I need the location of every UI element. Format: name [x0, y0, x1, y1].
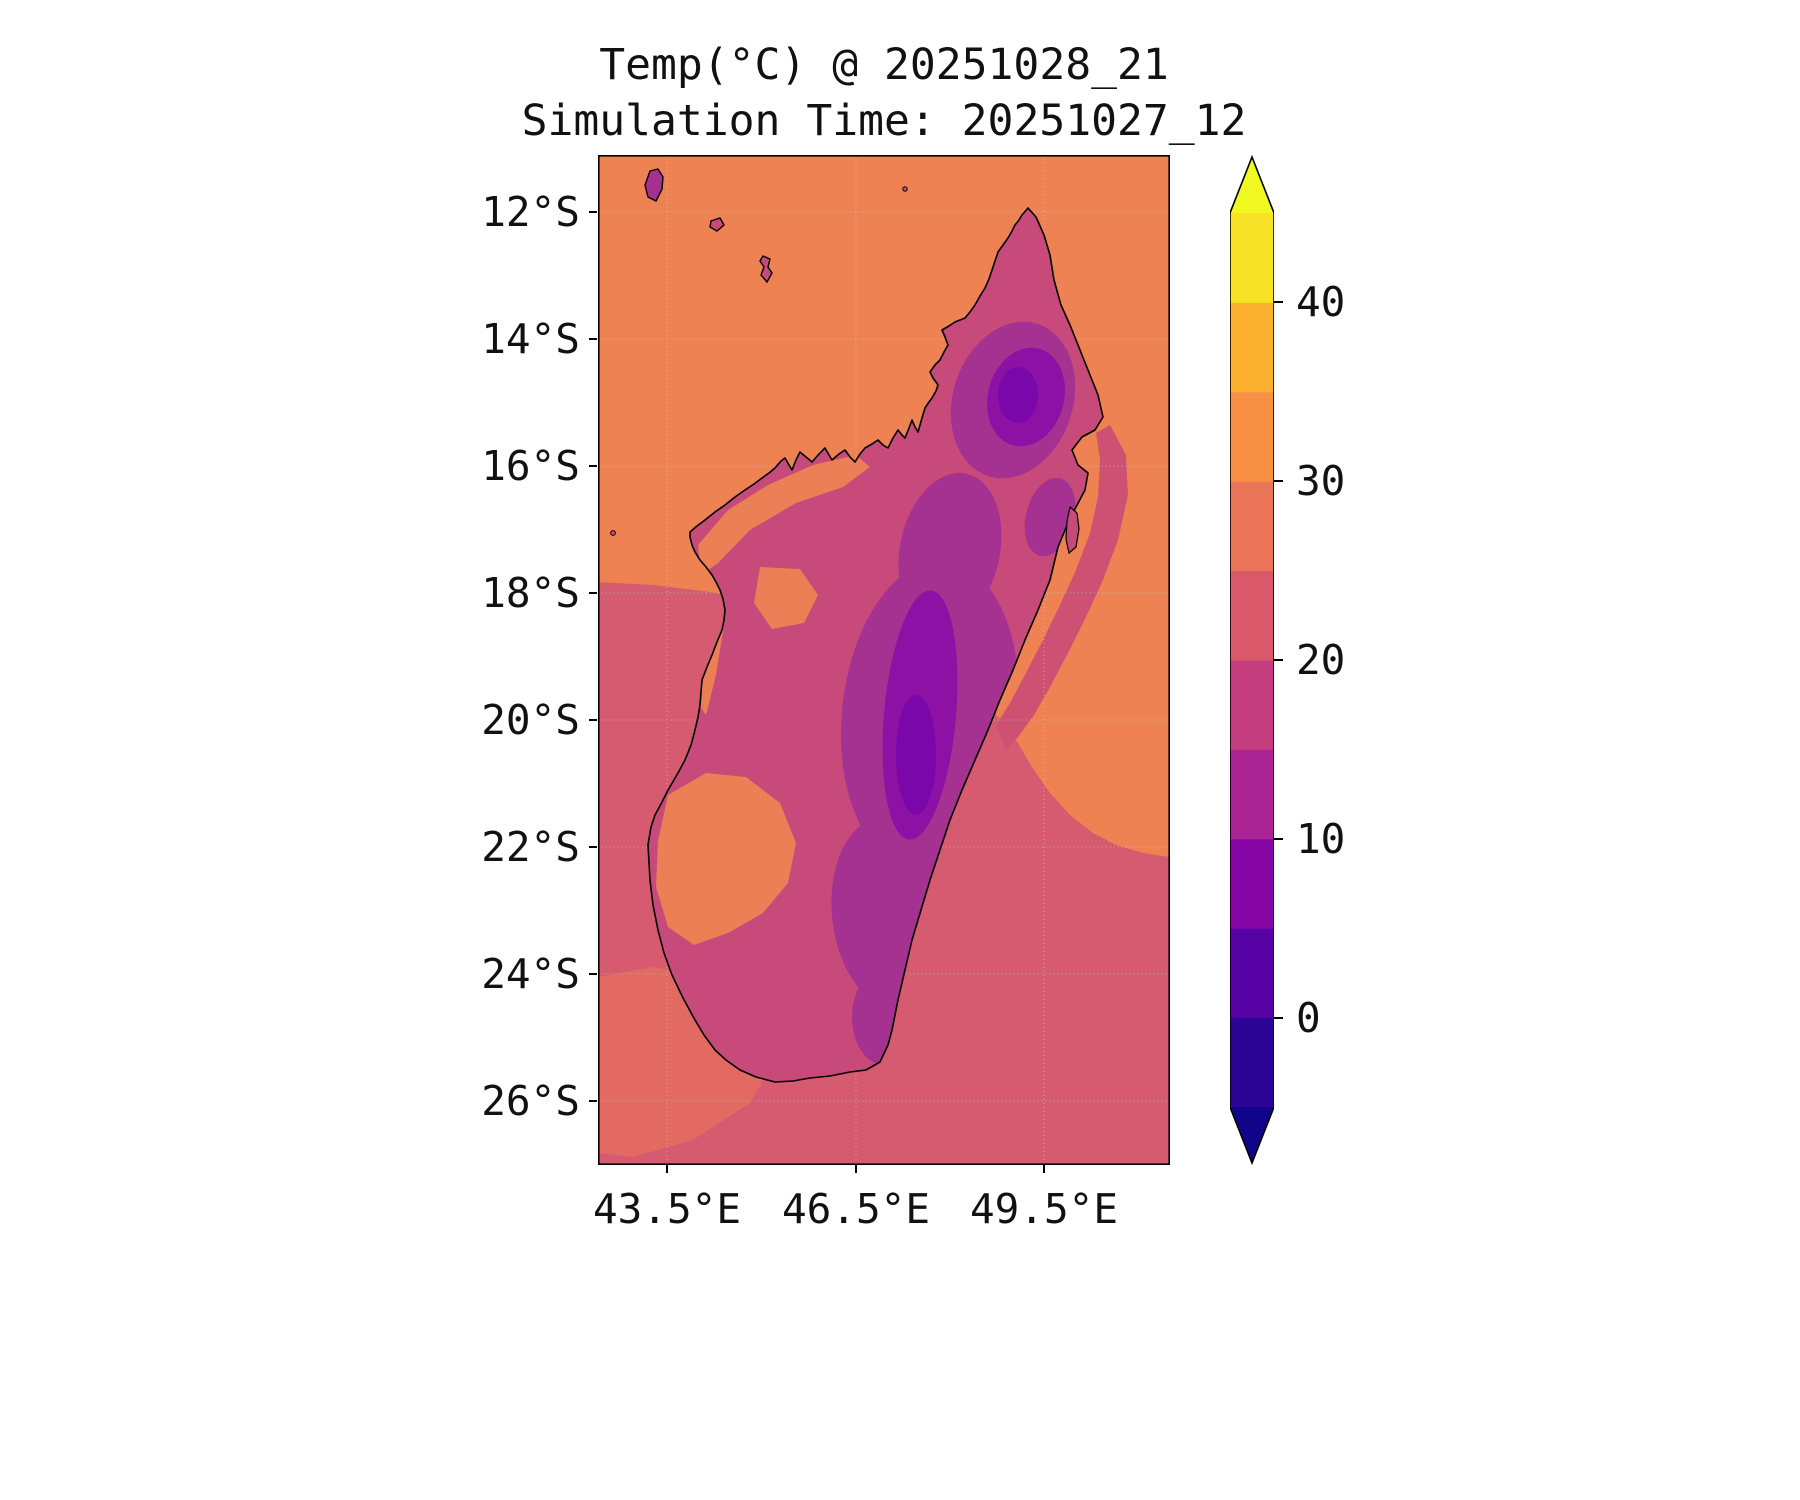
- colorbar-outline: [1230, 155, 1274, 1165]
- colorbar-band: [1230, 391, 1274, 482]
- y-tick-mark: [589, 973, 597, 976]
- y-tick-label: 26°S: [481, 1077, 580, 1126]
- comoros-island-2: [709, 217, 725, 232]
- y-tick-label: 18°S: [481, 569, 580, 618]
- colorbar-tick-label: 40: [1296, 278, 1346, 327]
- y-tick-mark: [589, 465, 597, 468]
- central-west-warm-patch: [754, 567, 818, 629]
- comoros-island-1: [644, 168, 664, 202]
- y-tick-mark: [589, 338, 597, 341]
- y-tick-label: 16°S: [481, 442, 580, 491]
- colorbar-tick-mark: [1274, 1016, 1283, 1019]
- y-tick-label: 14°S: [481, 315, 580, 364]
- colorbar-tick-mark: [1274, 659, 1283, 661]
- colorbar-band: [1230, 302, 1274, 393]
- central-coldest-core: [896, 695, 936, 815]
- plot-title: Temp(°C) @ 20251028_21: [599, 40, 1169, 90]
- mayotte-island: [759, 255, 773, 284]
- colorbar-tick-label: 20: [1296, 636, 1346, 684]
- x-tick-label: 49.5°E: [969, 1185, 1119, 1233]
- colorbar-tick-mark: [1274, 837, 1283, 840]
- east-coast-offshore-band: [996, 425, 1128, 750]
- colorbar-tick-label: 10: [1296, 814, 1346, 863]
- colorbar-band: [1230, 660, 1274, 750]
- north-coldest-core: [998, 367, 1038, 423]
- y-tick-mark: [589, 1100, 597, 1103]
- plot-frame: [598, 155, 1170, 1165]
- y-tick-mark: [589, 592, 597, 595]
- colorbar-tick-mark: [1274, 480, 1283, 483]
- northwest-coast-warm-patch: [698, 455, 870, 575]
- colorbar-band: [1230, 749, 1274, 840]
- colorbar-band: [1230, 481, 1274, 572]
- temperature-map: [598, 155, 1170, 1165]
- colorbar-tick-label: 0: [1296, 993, 1321, 1042]
- colorbar-band: [1230, 213, 1274, 303]
- colorbar-band: [1230, 570, 1274, 661]
- colorbar-tick-label: 30: [1296, 457, 1346, 506]
- x-tick-mark: [855, 1165, 857, 1173]
- colorbar: [1230, 155, 1274, 1165]
- y-tick-label: 24°S: [481, 950, 580, 999]
- southwest-warm-patch: [656, 773, 796, 945]
- colorbar-extend-under: [1230, 1107, 1274, 1163]
- y-tick-label: 22°S: [481, 823, 580, 872]
- x-tick-label: 43.5°E: [592, 1185, 742, 1233]
- colorbar-tick-mark: [1274, 301, 1283, 304]
- y-tick-label: 12°S: [481, 188, 580, 237]
- madagascar-coastline: [647, 207, 1104, 1083]
- y-tick-mark: [589, 719, 597, 722]
- y-tick-mark: [589, 846, 597, 849]
- y-tick-mark: [589, 211, 597, 214]
- colorbar-band: [1230, 1017, 1274, 1108]
- colorbar-band: [1230, 838, 1274, 929]
- plot-subtitle: Simulation Time: 20251027_12: [521, 96, 1247, 146]
- x-tick-label: 46.5°E: [781, 1185, 931, 1233]
- map-plot-area: [598, 155, 1170, 1165]
- colorbar-band: [1230, 928, 1274, 1019]
- small-islet-north: [902, 186, 908, 192]
- sainte-marie-island: [1065, 505, 1080, 555]
- y-tick-label: 20°S: [481, 696, 580, 745]
- small-islet-west: [610, 530, 616, 536]
- colorbar-bands: [1230, 157, 1274, 1163]
- x-tick-mark: [666, 1165, 668, 1173]
- x-tick-mark: [1043, 1165, 1045, 1173]
- colorbar-extend-over: [1230, 157, 1274, 213]
